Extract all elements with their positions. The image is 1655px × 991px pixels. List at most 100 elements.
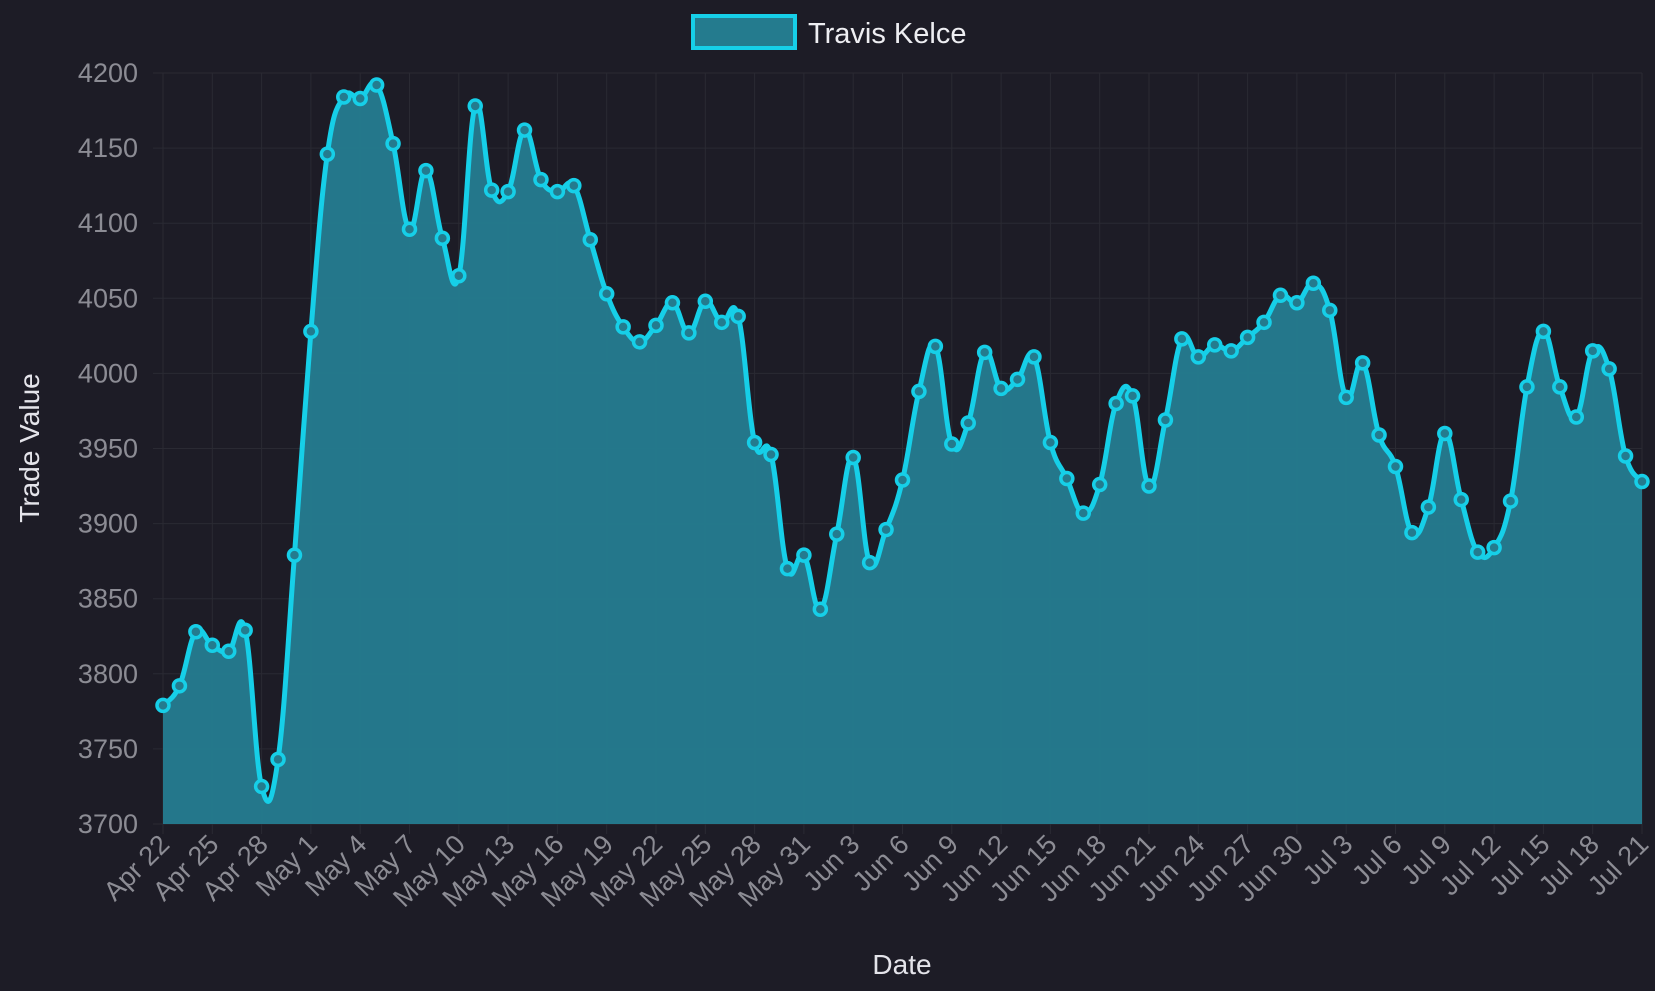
data-point[interactable] — [1453, 491, 1469, 508]
data-point[interactable] — [303, 323, 319, 340]
data-point[interactable] — [1338, 389, 1354, 406]
data-point[interactable] — [418, 162, 434, 179]
data-point[interactable] — [204, 637, 221, 654]
data-point[interactable] — [253, 778, 270, 795]
data-point[interactable] — [1387, 458, 1404, 475]
y-tick-label: 3700 — [78, 809, 138, 839]
data-point[interactable] — [1371, 427, 1387, 443]
data-point[interactable] — [1552, 379, 1568, 395]
data-point[interactable] — [336, 89, 352, 105]
data-point[interactable] — [483, 182, 500, 198]
data-point[interactable] — [467, 98, 483, 114]
data-point[interactable] — [1601, 361, 1617, 377]
data-point[interactable] — [237, 622, 253, 638]
data-point[interactable] — [730, 308, 746, 325]
data-point[interactable] — [1535, 323, 1552, 340]
data-point[interactable] — [516, 122, 533, 138]
data-point[interactable] — [976, 344, 993, 361]
data-point[interactable] — [385, 135, 401, 152]
data-point[interactable] — [1486, 539, 1502, 556]
data-point[interactable] — [1141, 478, 1157, 494]
data-point[interactable] — [582, 231, 599, 248]
data-point[interactable] — [1157, 412, 1174, 428]
data-point[interactable] — [1502, 493, 1519, 509]
data-point[interactable] — [1059, 470, 1075, 487]
data-point[interactable] — [286, 547, 303, 563]
data-point[interactable] — [1009, 371, 1026, 388]
data-point[interactable] — [1091, 476, 1108, 493]
data-point[interactable] — [434, 230, 451, 246]
data-point[interactable] — [1437, 425, 1453, 442]
series-area — [163, 82, 1642, 824]
data-point[interactable] — [188, 623, 204, 640]
data-point[interactable] — [1322, 302, 1338, 319]
data-point[interactable] — [697, 293, 714, 310]
data-point[interactable] — [1519, 379, 1535, 395]
data-point[interactable] — [763, 446, 779, 463]
data-point[interactable] — [1634, 473, 1650, 490]
data-point[interactable] — [1223, 343, 1239, 359]
data-point[interactable] — [960, 415, 976, 431]
data-point[interactable] — [829, 526, 845, 542]
legend-swatch[interactable] — [691, 14, 797, 50]
data-point[interactable] — [812, 601, 829, 617]
data-point[interactable] — [1584, 343, 1601, 359]
data-point[interactable] — [1108, 395, 1124, 412]
data-point[interactable] — [533, 171, 549, 188]
data-point[interactable] — [664, 295, 681, 311]
data-point[interactable] — [1305, 275, 1322, 292]
data-point[interactable] — [1206, 337, 1223, 353]
data-point[interactable] — [1174, 331, 1190, 347]
data-point[interactable] — [1239, 329, 1256, 346]
data-point[interactable] — [270, 751, 286, 768]
data-point[interactable] — [927, 338, 944, 355]
data-point[interactable] — [1420, 499, 1437, 515]
data-point[interactable] — [500, 183, 516, 200]
data-point[interactable] — [1617, 448, 1634, 464]
data-point[interactable] — [1404, 524, 1420, 541]
data-point[interactable] — [368, 77, 385, 93]
data-point[interactable] — [911, 383, 927, 400]
data-point[interactable] — [1289, 295, 1305, 311]
data-point[interactable] — [549, 183, 566, 200]
data-point[interactable] — [894, 472, 911, 488]
data-point[interactable] — [713, 314, 730, 331]
data-point[interactable] — [1124, 388, 1141, 404]
data-point[interactable] — [779, 560, 796, 577]
data-point[interactable] — [352, 90, 368, 107]
data-point[interactable] — [220, 643, 237, 660]
legend[interactable]: Travis Kelce — [691, 14, 966, 50]
data-point[interactable] — [1190, 349, 1207, 365]
data-point[interactable] — [746, 434, 763, 451]
data-point[interactable] — [1042, 434, 1059, 451]
data-point[interactable] — [796, 547, 812, 563]
legend-label[interactable]: Travis Kelce — [808, 18, 966, 50]
data-point[interactable] — [171, 678, 188, 694]
data-point[interactable] — [631, 334, 648, 350]
data-point[interactable] — [566, 177, 582, 194]
data-point[interactable] — [993, 380, 1009, 397]
y-axis-ticks: 3700 3750 3800 3850 3900 3950 4000 4050 4100 4150… — [78, 58, 138, 839]
data-point[interactable] — [681, 325, 697, 341]
data-point[interactable] — [944, 436, 960, 452]
data-point[interactable] — [861, 554, 878, 571]
data-point[interactable] — [598, 286, 615, 302]
data-point[interactable] — [155, 697, 171, 714]
area-fill-group — [163, 82, 1642, 824]
data-point[interactable] — [1568, 409, 1585, 425]
data-point[interactable] — [1075, 505, 1092, 521]
data-point[interactable] — [319, 146, 336, 162]
data-point[interactable] — [1256, 314, 1272, 331]
data-point[interactable] — [451, 268, 467, 284]
data-point[interactable] — [845, 449, 861, 466]
data-point[interactable] — [648, 317, 664, 334]
data-point[interactable] — [1026, 349, 1042, 365]
y-tick-label: 4100 — [78, 208, 138, 238]
data-point[interactable] — [878, 521, 894, 538]
data-point[interactable] — [401, 221, 418, 237]
data-point[interactable] — [1272, 287, 1289, 304]
data-point[interactable] — [1469, 544, 1486, 560]
data-point[interactable] — [1354, 355, 1371, 371]
data-point[interactable] — [615, 319, 631, 335]
